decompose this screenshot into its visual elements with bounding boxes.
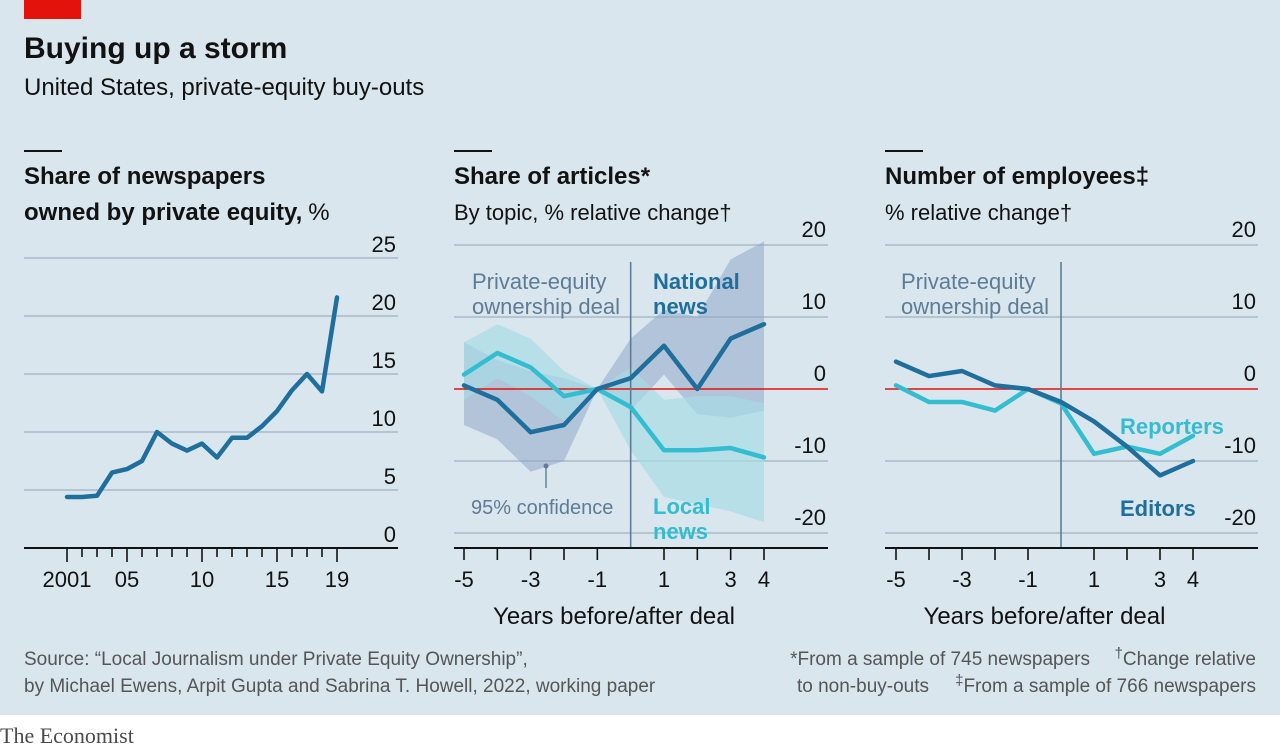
x-axis-label: Years before/after deal (493, 603, 735, 630)
y-tick-label: 20 (372, 290, 396, 315)
x-tick-label: 4 (758, 567, 770, 592)
footnote-non-buyouts: to non-buy-outs (797, 676, 929, 697)
panel2-header-rule (454, 150, 492, 152)
footnote-change-relative-text: Change relative (1123, 649, 1256, 670)
x-tick-label: -3 (521, 567, 541, 592)
y-tick-label: -10 (1224, 433, 1256, 458)
x-tick-label: 1 (1088, 567, 1100, 592)
reporters-label: Reporters (1120, 414, 1224, 439)
x-tick-label: -1 (1018, 567, 1038, 592)
national-news-label-line1: National (653, 269, 740, 294)
deal-annotation-line2: ownership deal (901, 294, 1049, 319)
series-line-national-news (461, 321, 767, 435)
x-tick-label: 2001 (43, 567, 92, 592)
local-news-label-line2: news (653, 519, 708, 544)
y-tick-label: -10 (794, 433, 826, 458)
y-tick-label: 15 (372, 348, 396, 373)
deal-annotation-line1: Private-equity (472, 269, 607, 294)
y-tick-label: 0 (384, 522, 396, 547)
deal-annotation-line2: ownership deal (472, 294, 620, 319)
chart-title: Buying up a storm (24, 32, 287, 65)
x-axis-label: Years before/after deal (924, 603, 1166, 630)
double-dagger-symbol: ‡ (955, 672, 963, 689)
chart-subtitle: United States, private-equity buy-outs (24, 74, 424, 101)
footnote-change-relative: †Change relative (1115, 645, 1256, 670)
confidence-leader-dot (543, 463, 549, 469)
y-tick-label: 10 (1232, 289, 1256, 314)
x-tick-label: 05 (115, 567, 139, 592)
x-tick-label: 15 (265, 567, 289, 592)
dagger-symbol: † (1115, 645, 1123, 662)
panel3-title: Number of employees‡ (885, 163, 1149, 190)
source-line1: Source: “Local Journalism under Private … (24, 649, 528, 670)
panel2-subtitle: By topic, % relative change† (454, 200, 732, 225)
panel1-header-rule (24, 150, 62, 152)
y-tick-label: 0 (814, 361, 826, 386)
x-tick-label: 1 (658, 567, 670, 592)
y-tick-label: -20 (794, 505, 826, 530)
footnote-sample-articles: *From a sample of 745 newspapers (790, 649, 1090, 670)
y-tick-label: 20 (802, 217, 826, 242)
panel3-subtitle: % relative change† (885, 200, 1072, 225)
y-tick-label: 20 (1232, 217, 1256, 242)
x-tick-label: -3 (952, 567, 972, 592)
panel1-title-bold: owned by private equity, (24, 199, 302, 226)
local-news-label-line1: Local (653, 494, 710, 519)
y-tick-label: 25 (372, 232, 396, 257)
y-tick-label: 5 (384, 464, 396, 489)
national-news-label-line2: news (653, 294, 708, 319)
confidence-label: 95% confidence (471, 497, 613, 519)
economist-logo: The Economist (0, 723, 134, 748)
x-tick-label: -5 (886, 567, 906, 592)
panel2-title: Share of articles* (454, 163, 651, 190)
series-line-editors (893, 359, 1196, 478)
y-tick-label: 0 (1244, 361, 1256, 386)
editors-label: Editors (1120, 496, 1196, 521)
x-tick-label: 10 (190, 567, 214, 592)
y-tick-label: 10 (802, 289, 826, 314)
series-line-share-owned (64, 295, 340, 500)
footnote-sample-employees: ‡From a sample of 766 newspapers (955, 672, 1256, 697)
x-tick-label: -1 (588, 567, 608, 592)
panel1-title-line1: Share of newspapers (24, 163, 265, 190)
x-tick-label: 3 (725, 567, 737, 592)
x-tick-label: 3 (1154, 567, 1166, 592)
panel1-title-line2: owned by private equity,% (24, 199, 330, 226)
x-tick-label: -5 (454, 567, 474, 592)
footnote-sample-employees-text: From a sample of 766 newspapers (963, 676, 1256, 697)
x-tick-label: 19 (325, 567, 349, 592)
panel3-header-rule (885, 150, 923, 152)
series-line-local-news (461, 350, 767, 460)
economist-red-tab (24, 0, 81, 19)
y-tick-label: -20 (1224, 505, 1256, 530)
source-line2: by Michael Ewens, Arpit Gupta and Sabrin… (24, 676, 656, 697)
y-tick-label: 10 (372, 406, 396, 431)
x-tick-label: 4 (1187, 567, 1199, 592)
panel1-title-unit: % (308, 199, 329, 226)
confidence-band-national-news (464, 241, 764, 472)
deal-annotation-line1: Private-equity (901, 269, 1036, 294)
